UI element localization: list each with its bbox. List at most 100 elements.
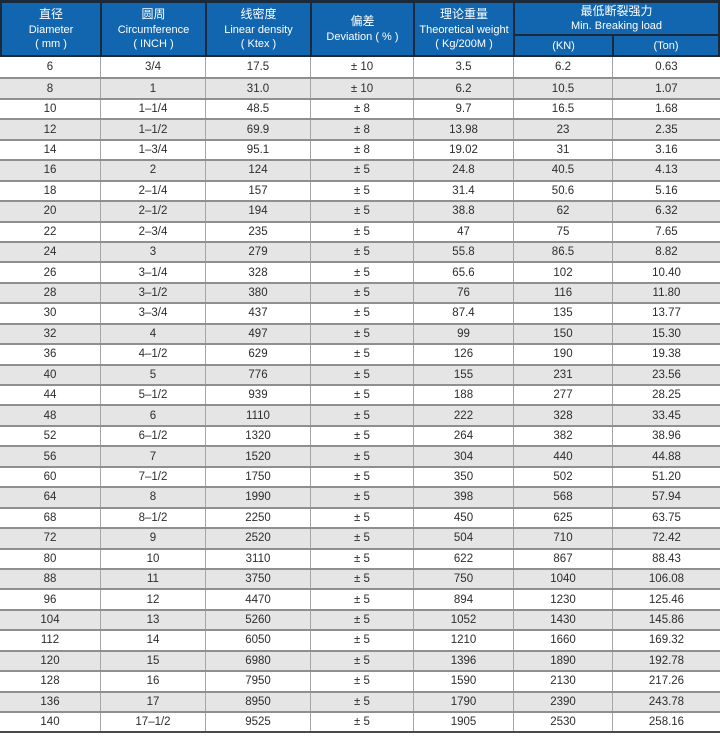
table-cell-linear_density: 2520 [205,529,310,548]
table-cell-linear_density: 4470 [205,590,310,609]
table-cell-linear_density: 17.5 [205,57,310,78]
table-cell-deviation: ± 5 [310,426,413,446]
header-subrow: (KN) (Ton) [515,34,718,55]
table-cell-min_breaking_load-kn: 1890 [513,651,612,671]
table-cell-min_breaking_load-kn: 16.5 [513,99,612,119]
table-cell-deviation: ± 5 [310,508,413,528]
table-cell-theoretical_weight: 1210 [413,631,513,650]
table-cell-min_breaking_load-ton: 4.13 [612,161,720,180]
table-cell-theoretical_weight: 894 [413,590,513,609]
table-cell-theoretical_weight: 65.6 [413,263,513,282]
table-cell-linear_density: 9525 [205,713,310,732]
table-cell-min_breaking_load-ton: 51.20 [612,467,720,487]
table-cell-min_breaking_load-ton: 1.68 [612,99,720,119]
table-cell-min_breaking_load-kn: 31 [513,140,612,160]
table-cell-theoretical_weight: 6.2 [413,79,513,98]
table-cell-deviation: ± 8 [310,99,413,119]
table-cell-circumference: 6–1/2 [100,426,205,446]
table-cell-circumference: 7–1/2 [100,467,205,487]
table-cell-diameter: 88 [43,573,57,586]
table-cell-diameter: 44 [43,389,57,402]
table-cell-circumference: 8 [100,488,205,507]
table-cell-min_breaking_load-kn: 625 [513,508,612,528]
table-cell-min_breaking_load-ton: 57.94 [612,488,720,507]
table-cell-min_breaking_load-kn: 40.5 [513,161,612,180]
table-row: 6 3/4 17.5 ± 10 3.5 6.2 0.63 [0,57,720,78]
table-cell-circumference: 1–1/2 [100,120,205,139]
header-diameter-zh: 直径 [38,6,63,21]
table-cell-min_breaking_load-kn: 135 [513,304,612,323]
table-cell-min_breaking_load-ton: 10.40 [612,263,720,282]
table-cell-diameter: 22 [43,225,57,238]
table-row: 140 17–1/2 9525 ± 5 1905 2530 258.16 [0,711,720,732]
table-cell-circumference: 1–3/4 [100,140,205,160]
table-cell-linear_density: 497 [205,324,310,344]
table-cell-diameter: 8 [46,82,54,95]
header-theoretical-weight-zh: 理论重量 [439,6,488,21]
header-subcell-ton: (Ton) [612,36,718,55]
table-cell-min_breaking_load-ton: 258.16 [612,713,720,732]
table-cell-diameter: 60 [43,470,57,483]
table-cell-linear_density: 1990 [205,488,310,507]
table-cell-min_breaking_load-kn: 50.6 [513,181,612,201]
table-cell-theoretical_weight: 304 [413,447,513,466]
table-cell-diameter: 40 [43,368,57,381]
table-cell-min_breaking_load-ton: 5.16 [612,181,720,201]
table-cell-diameter: 112 [40,634,60,647]
table-cell-theoretical_weight: 126 [413,345,513,364]
table-cell-theoretical_weight: 13.98 [413,120,513,139]
table-row: 26 3–1/4 328 ± 5 65.6 102 10.40 [0,261,720,282]
table-cell-min_breaking_load-ton: 243.78 [612,692,720,711]
table-cell-min_breaking_load-ton: 125.46 [612,590,720,609]
table-cell-diameter: 136 [40,695,60,708]
table-cell-deviation: ± 5 [310,222,413,241]
table-row: 64 8 1990 ± 5 398 568 57.94 [0,486,720,507]
table-cell-linear_density: 2250 [205,508,310,528]
table-cell-linear_density: 3750 [205,569,310,589]
table-cell-deviation: ± 10 [310,57,413,78]
table-cell-min_breaking_load-kn: 102 [513,263,612,282]
header-diameter-unit: ( mm ) [35,37,67,50]
table-cell-min_breaking_load-ton: 8.82 [612,242,720,262]
table-row: 120 15 6980 ± 5 1396 1890 192.78 [0,649,720,671]
table-cell-diameter: 6 [46,61,54,74]
table-cell-min_breaking_load-kn: 86.5 [513,242,612,262]
table-cell-min_breaking_load-ton: 6.32 [612,202,720,221]
table-cell-min_breaking_load-ton: 72.42 [612,529,720,548]
table-cell-min_breaking_load-kn: 2130 [513,672,612,691]
table-row: 16 2 124 ± 5 24.8 40.5 4.13 [0,159,720,180]
table-cell-linear_density: 5260 [205,610,310,630]
table-cell-deviation: ± 8 [310,120,413,139]
table-cell-theoretical_weight: 19.02 [413,140,513,160]
table-cell-min_breaking_load-ton: 15.30 [612,324,720,344]
table-cell-min_breaking_load-ton: 217.26 [612,672,720,691]
table-cell-circumference: 2–1/4 [100,181,205,201]
table-cell-linear_density: 629 [205,345,310,364]
header-linear-density-zh: 线密度 [240,6,277,21]
table-cell-min_breaking_load-kn: 568 [513,488,612,507]
table-cell-min_breaking_load-ton: 33.45 [612,406,720,425]
table-row: 28 3–1/2 380 ± 5 76 116 11.80 [0,281,720,303]
table-cell-linear_density: 6980 [205,651,310,671]
table-cell-circumference: 5 [100,365,205,384]
table-cell-theoretical_weight: 87.4 [413,304,513,323]
table-cell-linear_density: 1110 [205,406,310,425]
table-row: 12 1–1/2 69.9 ± 8 13.98 23 2.35 [0,118,720,139]
table-cell-min_breaking_load-kn: 6.2 [513,57,612,78]
header-group-min-breaking-load: 最低断裂强力 Min. Breaking load (KN) (Ton) [513,3,718,55]
table-cell-theoretical_weight: 264 [413,426,513,446]
table-cell-linear_density: 95.1 [205,140,310,160]
table-cell-theoretical_weight: 38.8 [413,202,513,221]
table-row: 60 7–1/2 1750 ± 5 350 502 51.20 [0,465,720,487]
table-cell-circumference: 3 [100,242,205,262]
table-cell-min_breaking_load-kn: 502 [513,467,612,487]
table-cell-linear_density: 328 [205,263,310,282]
header-min-breaking-load-en: Min. Breaking load [570,20,663,33]
table-row: 44 5–1/2 939 ± 5 188 277 28.25 [0,384,720,405]
table-cell-circumference: 6 [100,406,205,425]
table-cell-linear_density: 7950 [205,672,310,691]
table-cell-circumference: 2–3/4 [100,222,205,241]
table-cell-deviation: ± 5 [310,345,413,364]
table-row: 24 3 279 ± 5 55.8 86.5 8.82 [0,240,720,262]
table-row: 32 4 497 ± 5 99 150 15.30 [0,322,720,344]
